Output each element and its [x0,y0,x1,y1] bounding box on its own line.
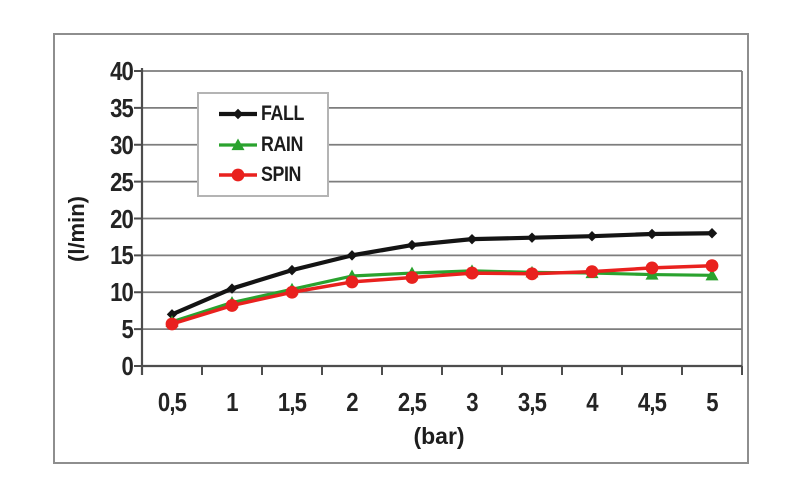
spin-series-marker [165,317,179,331]
fall-series-marker [466,233,478,245]
x-tick-label: 1 [226,387,238,417]
chart-frame: 0 5 10 15 20 25 30 35 40 0,5 1 1,5 2 2,5 3 3,5 4 4,5 5 (l… [53,33,749,464]
legend-item-spin: SPIN [219,163,327,186]
rain-series-marker [705,268,719,281]
x-tick-label: 2 [346,387,358,417]
spin-legend-marker-icon [219,168,257,182]
fall-series-marker [586,231,598,242]
spin-series-marker [525,267,539,281]
legend-item-fall: FALL [219,102,327,125]
y-tick-label: 0 [121,351,134,381]
y-tick-label: 30 [110,129,134,160]
fall-series-marker [286,264,298,276]
spin-series-marker [585,265,599,278]
y-tick-label: 20 [110,203,134,234]
y-tick-label: 25 [110,166,134,197]
spin-series-marker [225,299,239,312]
legend-label-spin: SPIN [261,163,301,186]
legend-label-fall: FALL [261,102,304,125]
fall-series-marker [346,250,358,261]
spin-series-marker [345,275,359,289]
fall-series-marker [646,228,658,240]
spin-series-marker [465,266,479,280]
y-tick-label: 35 [110,92,134,123]
spin-series-line [170,263,714,326]
fall-series-marker [406,239,418,251]
legend: FALL RAIN SPIN [197,92,329,197]
x-tick-label: 2,5 [397,387,427,417]
y-tick-label: 40 [110,56,134,86]
legend-label-rain: RAIN [261,132,303,156]
spin-series-markers [165,259,719,331]
x-tick-label: 3,5 [517,387,547,417]
fall-legend-marker-icon [219,108,257,120]
fall-series-line [169,231,715,317]
y-tick-label: 10 [110,277,134,308]
fall-series-marker [226,283,238,294]
x-tick-label: 4 [586,387,598,417]
rain-legend-marker-icon [219,138,257,150]
x-tick-label: 0,5 [157,387,187,417]
spin-series-marker [405,271,419,284]
spin-series-marker [645,261,659,275]
fall-series-marker [706,228,718,239]
x-tick-label: 5 [706,387,718,417]
fall-series-marker [526,232,538,243]
x-tick-label: 4,5 [637,387,667,417]
y-axis-title: (l/min) [64,196,89,262]
legend-item-rain: RAIN [219,132,327,156]
x-axis-title: (bar) [413,423,465,449]
spin-series-marker [705,259,719,273]
spin-series-marker [285,285,299,299]
y-tick-label: 5 [121,314,134,345]
x-tick-label: 1,5 [277,387,307,417]
rain-series-line [170,269,714,324]
y-tick-label: 15 [110,240,134,271]
x-tick-label: 3 [466,387,478,417]
